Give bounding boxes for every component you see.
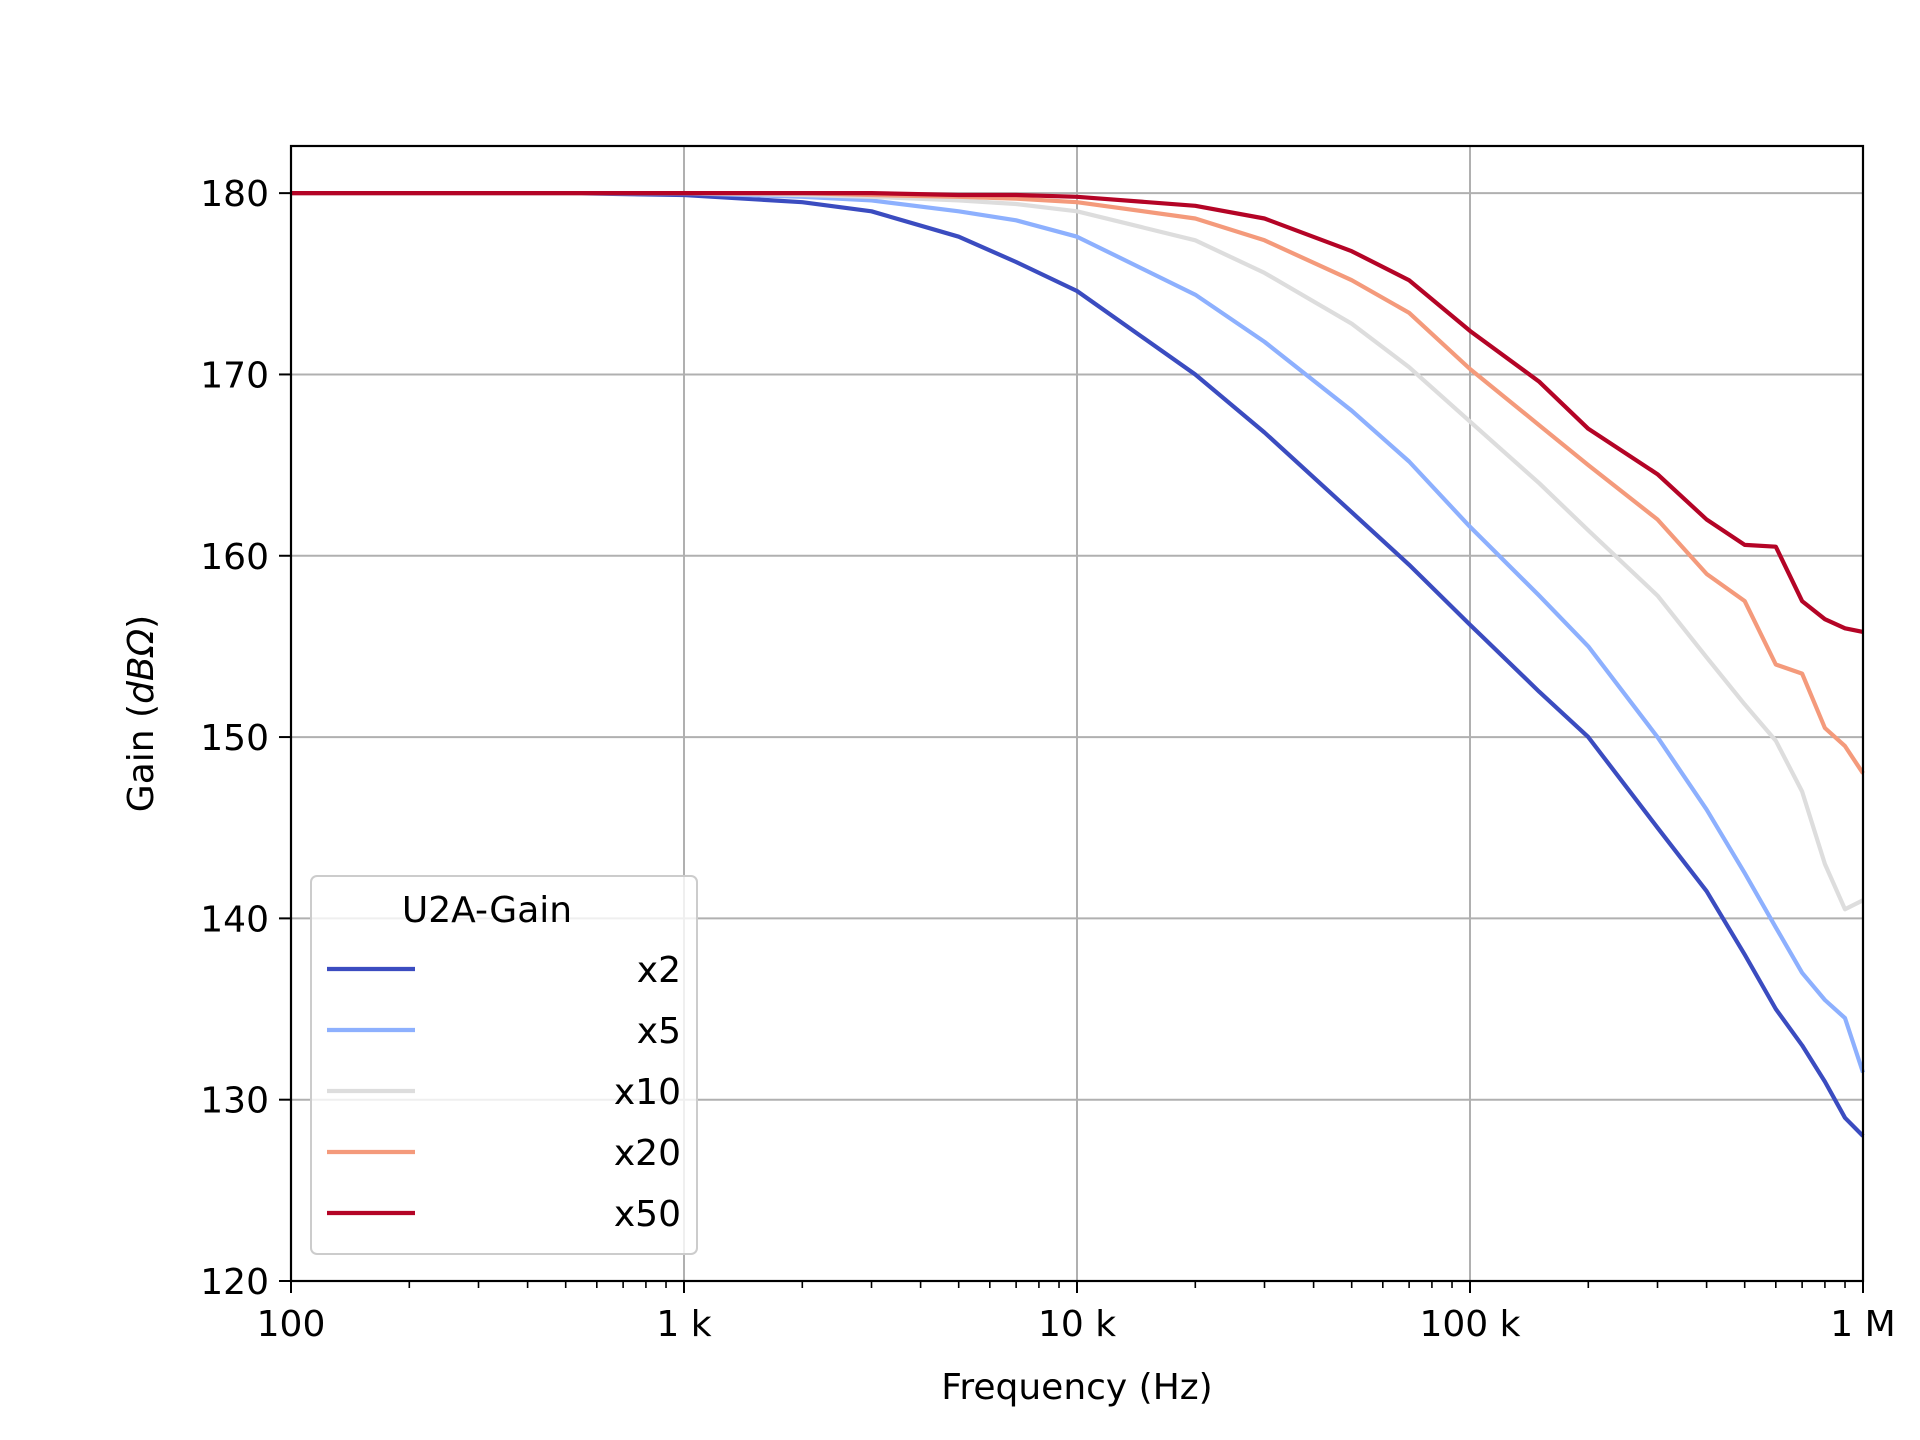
y-tick-label: 140 bbox=[200, 899, 269, 940]
y-axis-title-suffix: ) bbox=[121, 615, 162, 629]
y-axis-ticks: 120 130 140 150 160 170 180 bbox=[200, 174, 291, 1303]
legend-label-x5: x5 bbox=[637, 1011, 681, 1052]
y-tick-label: 130 bbox=[200, 1081, 269, 1122]
y-tick-label: 160 bbox=[200, 537, 269, 578]
minor-ticks bbox=[408, 1281, 1846, 1288]
x-axis-title: Frequency (Hz) bbox=[941, 1367, 1212, 1408]
y-axis-title-unit: dBΩ bbox=[121, 628, 162, 704]
x-tick-label: 10 k bbox=[1038, 1304, 1116, 1345]
legend-label-x50: x50 bbox=[614, 1194, 681, 1235]
legend-label-x2: x2 bbox=[637, 950, 681, 991]
y-tick-label: 120 bbox=[200, 1262, 269, 1303]
legend-label-x10: x10 bbox=[614, 1072, 681, 1113]
x-tick-label: 1 k bbox=[656, 1304, 711, 1345]
y-tick-label: 180 bbox=[200, 174, 269, 215]
x-tick-label: 1 M bbox=[1830, 1304, 1895, 1345]
legend: U2A-Gain x2 x5 x10 x20 x50 bbox=[310, 875, 698, 1255]
y-tick-label: 150 bbox=[200, 718, 269, 759]
x-tick-label: 100 k bbox=[1419, 1304, 1520, 1345]
series-line-x50 bbox=[291, 191, 1864, 634]
series-line-x2 bbox=[291, 191, 1865, 1138]
series-lines bbox=[291, 191, 1865, 1138]
y-axis-title: Gain (dBΩ) bbox=[121, 615, 162, 812]
y-axis-title-prefix: Gain ( bbox=[121, 704, 162, 812]
y-tick-label: 170 bbox=[200, 355, 269, 396]
legend-items: x2 x5 x10 x20 x50 bbox=[327, 950, 681, 1235]
x-tick-label: 100 bbox=[257, 1304, 326, 1345]
legend-title: U2A-Gain bbox=[402, 890, 572, 931]
legend-label-x20: x20 bbox=[614, 1133, 681, 1174]
x-axis-ticks: 100 1 k 10 k 100 k 1 M bbox=[257, 1281, 1896, 1345]
